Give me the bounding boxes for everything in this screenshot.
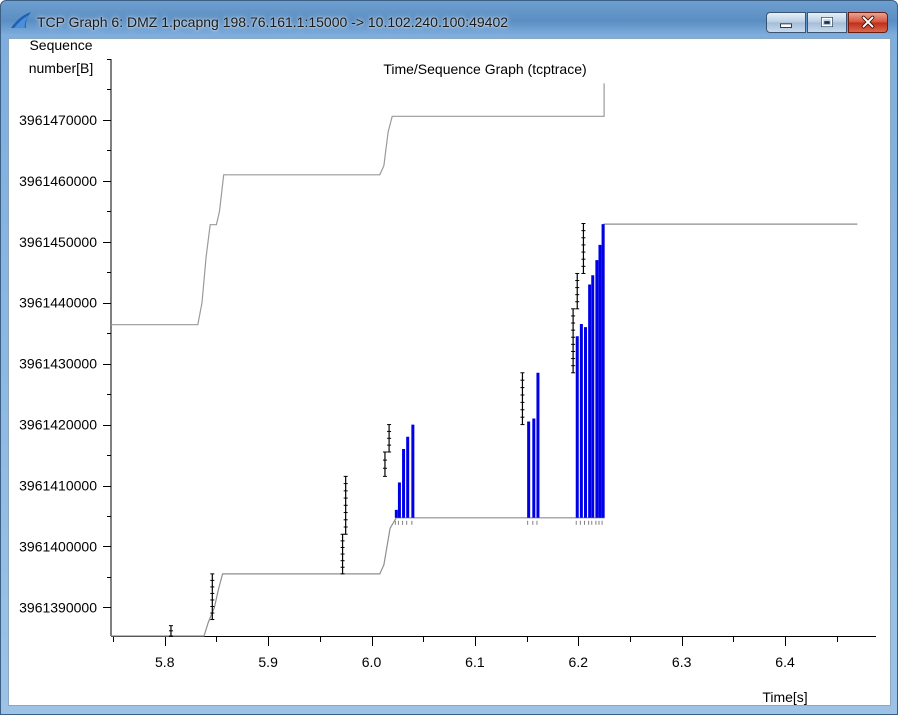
close-icon <box>861 15 875 29</box>
maximize-button[interactable] <box>807 12 847 33</box>
y-axis-label-line-2: number[B] <box>29 60 94 76</box>
y-tick-label: 3961420000 <box>19 417 97 433</box>
ack-line <box>111 223 858 637</box>
y-tick-label: 3961460000 <box>19 173 97 189</box>
maximize-icon <box>821 17 833 28</box>
y-axis-label: Sequence number[B] <box>29 39 94 76</box>
minimize-icon <box>780 23 792 28</box>
x-axis: 5.8 5.9 6.0 6.1 6.2 6.3 6.4 <box>111 636 876 670</box>
x-tick-label: 6.2 <box>569 654 589 670</box>
x-tick-label: 6.0 <box>362 654 382 670</box>
window-title: TCP Graph 6: DMZ 1.pcapng 198.76.161.1:1… <box>37 14 509 30</box>
time-sequence-chart[interactable]: Sequence number[B] Time/Sequence Graph (… <box>9 39 890 705</box>
graph-area[interactable]: Sequence number[B] Time/Sequence Graph (… <box>8 38 891 706</box>
wireshark-fin-icon <box>11 12 31 28</box>
x-tick-label: 5.9 <box>258 654 278 670</box>
x-axis-label: Time[s] <box>762 689 807 705</box>
y-tick-label: 3961440000 <box>19 295 97 311</box>
y-tick-label: 3961430000 <box>19 356 97 372</box>
close-button[interactable] <box>848 12 888 33</box>
series-layer <box>111 83 858 637</box>
y-tick-label: 3961390000 <box>19 599 97 615</box>
y-tick-label: 3961400000 <box>19 538 97 554</box>
x-tick-label: 6.3 <box>672 654 692 670</box>
chart-title: Time/Sequence Graph (tcptrace) <box>383 61 586 77</box>
x-tick-label: 6.4 <box>775 654 795 670</box>
data-segments <box>394 224 605 525</box>
y-axis: 3961390000 3961400000 3961410000 3961420000… <box>19 59 112 636</box>
window-line <box>111 83 605 326</box>
x-tick-label: 5.8 <box>155 654 175 670</box>
minimize-button[interactable] <box>766 12 806 33</box>
title-bar[interactable]: TCP Graph 6: DMZ 1.pcapng 198.76.161.1:1… <box>1 1 897 35</box>
sack-segments <box>168 223 586 637</box>
y-tick-label: 3961450000 <box>19 234 97 250</box>
y-axis-label-line-1: Sequence <box>29 39 92 53</box>
y-tick-label: 3961410000 <box>19 478 97 494</box>
y-tick-label: 3961470000 <box>19 112 97 128</box>
x-tick-label: 6.1 <box>465 654 485 670</box>
